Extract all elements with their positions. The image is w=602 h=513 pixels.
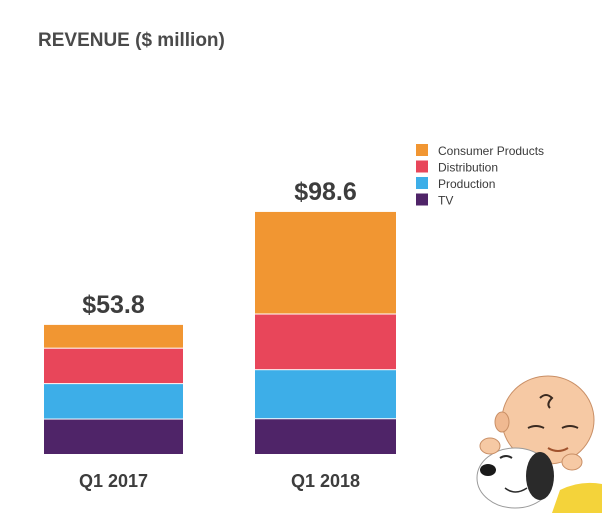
legend-label-consumer-products: Consumer Products bbox=[438, 144, 544, 158]
legend: Consumer Products Distribution Production T… bbox=[416, 144, 544, 208]
legend-swatch-consumer-products bbox=[416, 144, 428, 156]
peanuts-characters-illustration bbox=[476, 375, 602, 513]
bar-production-q1-2018 bbox=[255, 369, 396, 419]
legend-label-production: Production bbox=[438, 177, 495, 191]
category-label-q1-2018: Q1 2018 bbox=[291, 471, 360, 491]
total-label-q1-2017: $53.8 bbox=[82, 291, 145, 319]
bar-consumer-products-q1-2017 bbox=[44, 324, 183, 348]
bar-total-labels: $53.8 $98.6 bbox=[82, 178, 357, 319]
legend-label-distribution: Distribution bbox=[438, 161, 498, 175]
legend-swatch-tv bbox=[416, 193, 428, 206]
segment-separator bbox=[44, 382, 183, 385]
bar-production-q1-2017 bbox=[44, 383, 183, 419]
legend-swatch-production bbox=[416, 177, 428, 189]
legend-swatch-distribution bbox=[416, 160, 428, 173]
bar-distribution-q1-2017 bbox=[44, 347, 183, 384]
legend-label-tv: TV bbox=[438, 194, 453, 208]
bar-consumer-products-q1-2018 bbox=[255, 211, 396, 314]
bar-distribution-q1-2018 bbox=[255, 313, 396, 370]
bar-stacks bbox=[44, 211, 396, 454]
category-labels: Q1 2017 Q1 2018 bbox=[79, 471, 360, 491]
total-label-q1-2018: $98.6 bbox=[294, 178, 357, 206]
bar-tv-q1-2018 bbox=[255, 418, 396, 454]
chart-title: REVENUE ($ million) bbox=[38, 30, 225, 51]
bar-tv-q1-2017 bbox=[44, 418, 183, 454]
category-label-q1-2017: Q1 2017 bbox=[79, 471, 148, 491]
